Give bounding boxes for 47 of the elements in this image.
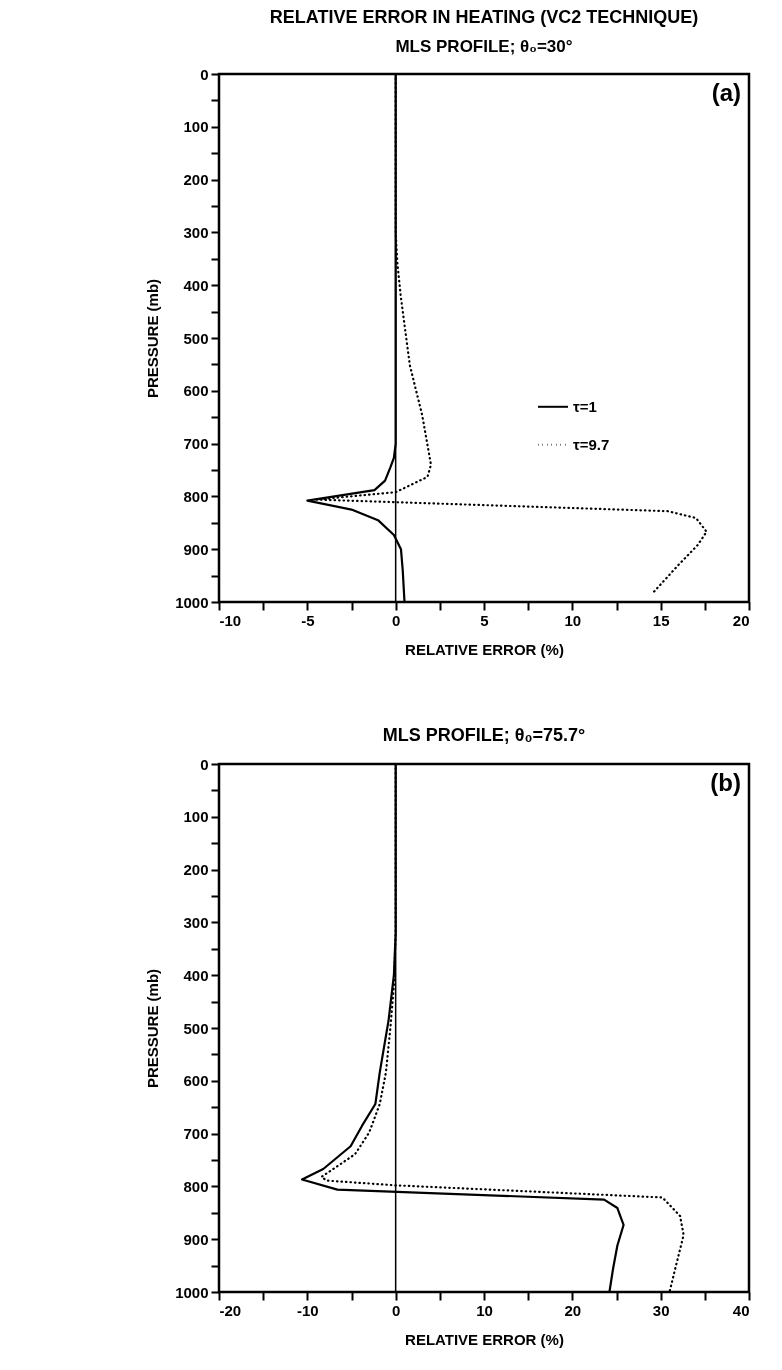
y-tick-label: 100 xyxy=(183,808,209,826)
x-tick-label: 10 xyxy=(564,611,582,629)
y-tick-label: 100 xyxy=(183,118,209,136)
y-tick-label: 0 xyxy=(200,65,209,83)
y-tick-label: 800 xyxy=(183,1177,209,1195)
x-tick-label: 40 xyxy=(732,1301,750,1319)
chart-title: MLS PROFILE; θ₀=75.7° xyxy=(382,725,586,745)
annotation: (b) xyxy=(710,769,741,796)
x-tick-label: 0 xyxy=(391,1301,401,1319)
y-tick-label: 700 xyxy=(183,435,209,453)
y-tick-label: 200 xyxy=(183,861,209,879)
chart-title: RELATIVE ERROR IN HEATING (VC2 TECHNIQUE) xyxy=(269,7,699,27)
y-tick-label: 500 xyxy=(183,329,209,347)
x-axis-title: RELATIVE ERROR (%) xyxy=(405,1330,564,1348)
y-tick-label: 300 xyxy=(183,223,209,241)
chart-subtitle: MLS PROFILE; θ₀=30° xyxy=(395,37,573,56)
annotation: (a) xyxy=(711,79,741,106)
y-tick-label: 600 xyxy=(183,382,209,400)
y-axis-title: PRESSURE (mb) xyxy=(144,278,162,399)
y-tick-label: 400 xyxy=(183,276,209,294)
y-tick-label: 900 xyxy=(183,1230,209,1248)
y-tick-label: 700 xyxy=(183,1125,209,1143)
x-tick-label: 30 xyxy=(652,1301,670,1319)
y-tick-label: 600 xyxy=(183,1072,209,1090)
y-tick-label: 1000 xyxy=(175,1283,209,1301)
x-tick-label: 20 xyxy=(564,1301,582,1319)
y-tick-label: 300 xyxy=(183,913,209,931)
legend-label: τ=9.7 xyxy=(573,435,610,453)
y-tick-label: 0 xyxy=(200,755,209,773)
y-tick-label: 400 xyxy=(183,966,209,984)
x-tick-label: -10 xyxy=(219,611,242,629)
x-tick-label: -20 xyxy=(219,1301,242,1319)
y-tick-label: 200 xyxy=(183,171,209,189)
x-tick-label: 0 xyxy=(391,611,401,629)
x-tick-label: -5 xyxy=(301,611,315,629)
x-tick-label: 15 xyxy=(652,611,670,629)
y-tick-label: 500 xyxy=(183,1019,209,1037)
y-tick-label: 1000 xyxy=(175,593,209,611)
x-tick-label: -10 xyxy=(296,1301,319,1319)
y-tick-label: 900 xyxy=(183,540,209,558)
y-tick-label: 800 xyxy=(183,487,209,505)
x-tick-label: 20 xyxy=(732,611,750,629)
x-tick-label: 5 xyxy=(480,611,489,629)
x-axis-title: RELATIVE ERROR (%) xyxy=(405,640,564,658)
y-axis-title: PRESSURE (mb) xyxy=(144,968,162,1089)
legend-label: τ=1 xyxy=(573,397,597,415)
x-tick-label: 10 xyxy=(476,1301,493,1319)
